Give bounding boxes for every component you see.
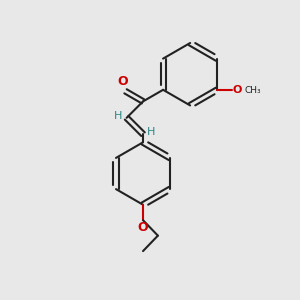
- Text: CH₃: CH₃: [244, 86, 261, 95]
- Text: H: H: [114, 111, 122, 121]
- Text: H: H: [147, 128, 155, 137]
- Text: O: O: [233, 85, 242, 95]
- Text: O: O: [118, 75, 128, 88]
- Text: O: O: [138, 221, 148, 234]
